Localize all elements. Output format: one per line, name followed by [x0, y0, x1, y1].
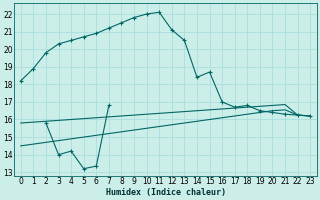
X-axis label: Humidex (Indice chaleur): Humidex (Indice chaleur)	[106, 188, 226, 197]
